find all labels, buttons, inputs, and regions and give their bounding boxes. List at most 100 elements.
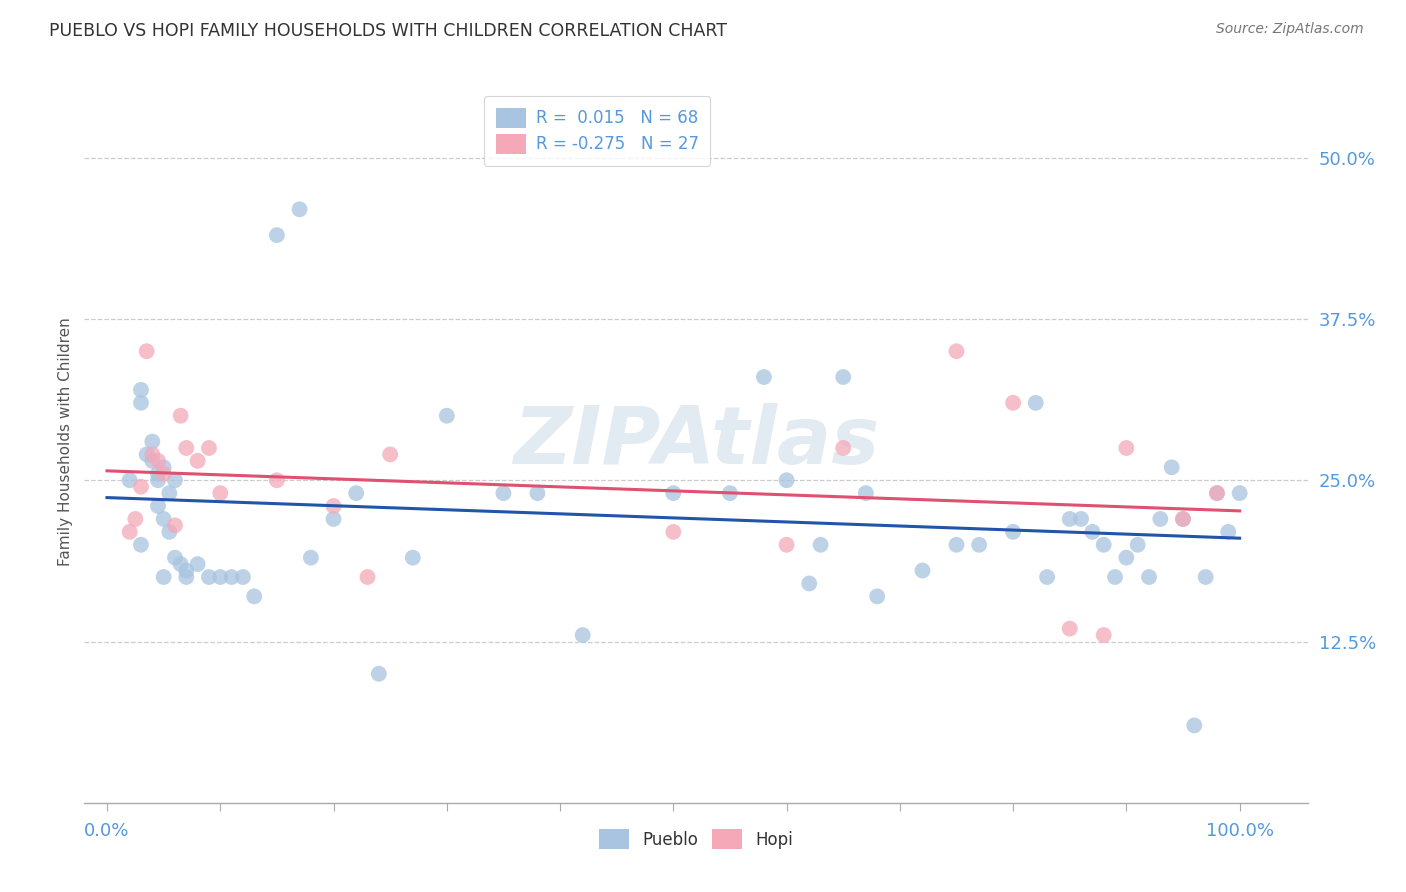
Point (1059, 622, 1081, 636)
Point (945, 538, 967, 552)
Point (266, 473, 288, 487)
Point (198, 441, 221, 455)
Point (221, 570, 243, 584)
Point (322, 512, 344, 526)
Point (1002, 396, 1025, 410)
Point (1182, 718, 1205, 732)
Point (243, 590, 266, 604)
Point (163, 518, 186, 533)
Point (146, 467, 169, 481)
Point (1195, 570, 1218, 584)
Point (945, 344, 967, 359)
Point (1160, 460, 1182, 475)
Point (129, 480, 152, 494)
Point (967, 538, 990, 552)
Point (344, 486, 367, 500)
Point (402, 550, 425, 565)
Point (118, 524, 141, 539)
Point (810, 538, 832, 552)
Point (911, 564, 934, 578)
Point (1025, 396, 1047, 410)
Point (492, 486, 515, 500)
Point (169, 409, 191, 423)
Point (1126, 538, 1149, 552)
Point (1137, 570, 1160, 584)
Y-axis label: Family Households with Children: Family Households with Children (58, 318, 73, 566)
Point (799, 576, 821, 591)
Point (152, 570, 174, 584)
Point (1149, 512, 1171, 526)
Point (1059, 512, 1081, 526)
Point (662, 486, 685, 500)
Point (209, 570, 232, 584)
Point (141, 454, 163, 468)
Point (152, 460, 174, 475)
Point (141, 434, 163, 449)
Point (129, 538, 152, 552)
Point (163, 473, 186, 487)
Point (146, 473, 169, 487)
Point (1092, 538, 1115, 552)
Point (1218, 524, 1240, 539)
Point (832, 441, 855, 455)
Point (174, 441, 197, 455)
Point (129, 396, 152, 410)
Point (135, 344, 157, 359)
Point (174, 564, 197, 578)
Point (322, 499, 344, 513)
Point (209, 486, 232, 500)
Point (198, 570, 221, 584)
Point (436, 409, 458, 423)
Point (135, 447, 157, 461)
Point (1206, 486, 1229, 500)
Point (169, 557, 191, 571)
Point (380, 447, 402, 461)
Point (775, 538, 797, 552)
Point (299, 550, 322, 565)
Point (146, 454, 169, 468)
Point (1070, 512, 1092, 526)
Point (1171, 512, 1194, 526)
Point (1104, 570, 1126, 584)
Point (1002, 524, 1025, 539)
Point (356, 570, 378, 584)
Point (141, 447, 163, 461)
Point (118, 473, 141, 487)
Text: ZIPAtlas: ZIPAtlas (513, 402, 879, 481)
Point (662, 524, 685, 539)
Point (152, 512, 174, 526)
Point (1206, 486, 1229, 500)
Point (1115, 550, 1137, 565)
Text: Source: ZipAtlas.com: Source: ZipAtlas.com (1216, 22, 1364, 37)
Point (1092, 628, 1115, 642)
Point (571, 628, 593, 642)
Point (1036, 570, 1059, 584)
Point (1229, 486, 1251, 500)
Point (718, 486, 741, 500)
Point (157, 486, 180, 500)
Legend: Pueblo, Hopi: Pueblo, Hopi (589, 819, 803, 860)
Point (157, 524, 180, 539)
Point (163, 550, 186, 565)
Point (1171, 512, 1194, 526)
Point (174, 570, 197, 584)
Point (266, 228, 288, 243)
Point (526, 486, 548, 500)
Point (152, 467, 174, 481)
Point (146, 499, 169, 513)
Point (775, 473, 797, 487)
Point (129, 383, 152, 397)
Point (232, 570, 254, 584)
Point (1081, 524, 1104, 539)
Point (832, 370, 855, 384)
Point (187, 454, 209, 468)
Point (752, 370, 775, 384)
Point (866, 590, 889, 604)
Point (367, 666, 389, 681)
Point (1115, 441, 1137, 455)
Point (855, 486, 877, 500)
Point (288, 202, 311, 217)
Point (124, 512, 146, 526)
Text: PUEBLO VS HOPI FAMILY HOUSEHOLDS WITH CHILDREN CORRELATION CHART: PUEBLO VS HOPI FAMILY HOUSEHOLDS WITH CH… (49, 22, 727, 40)
Point (187, 557, 209, 571)
